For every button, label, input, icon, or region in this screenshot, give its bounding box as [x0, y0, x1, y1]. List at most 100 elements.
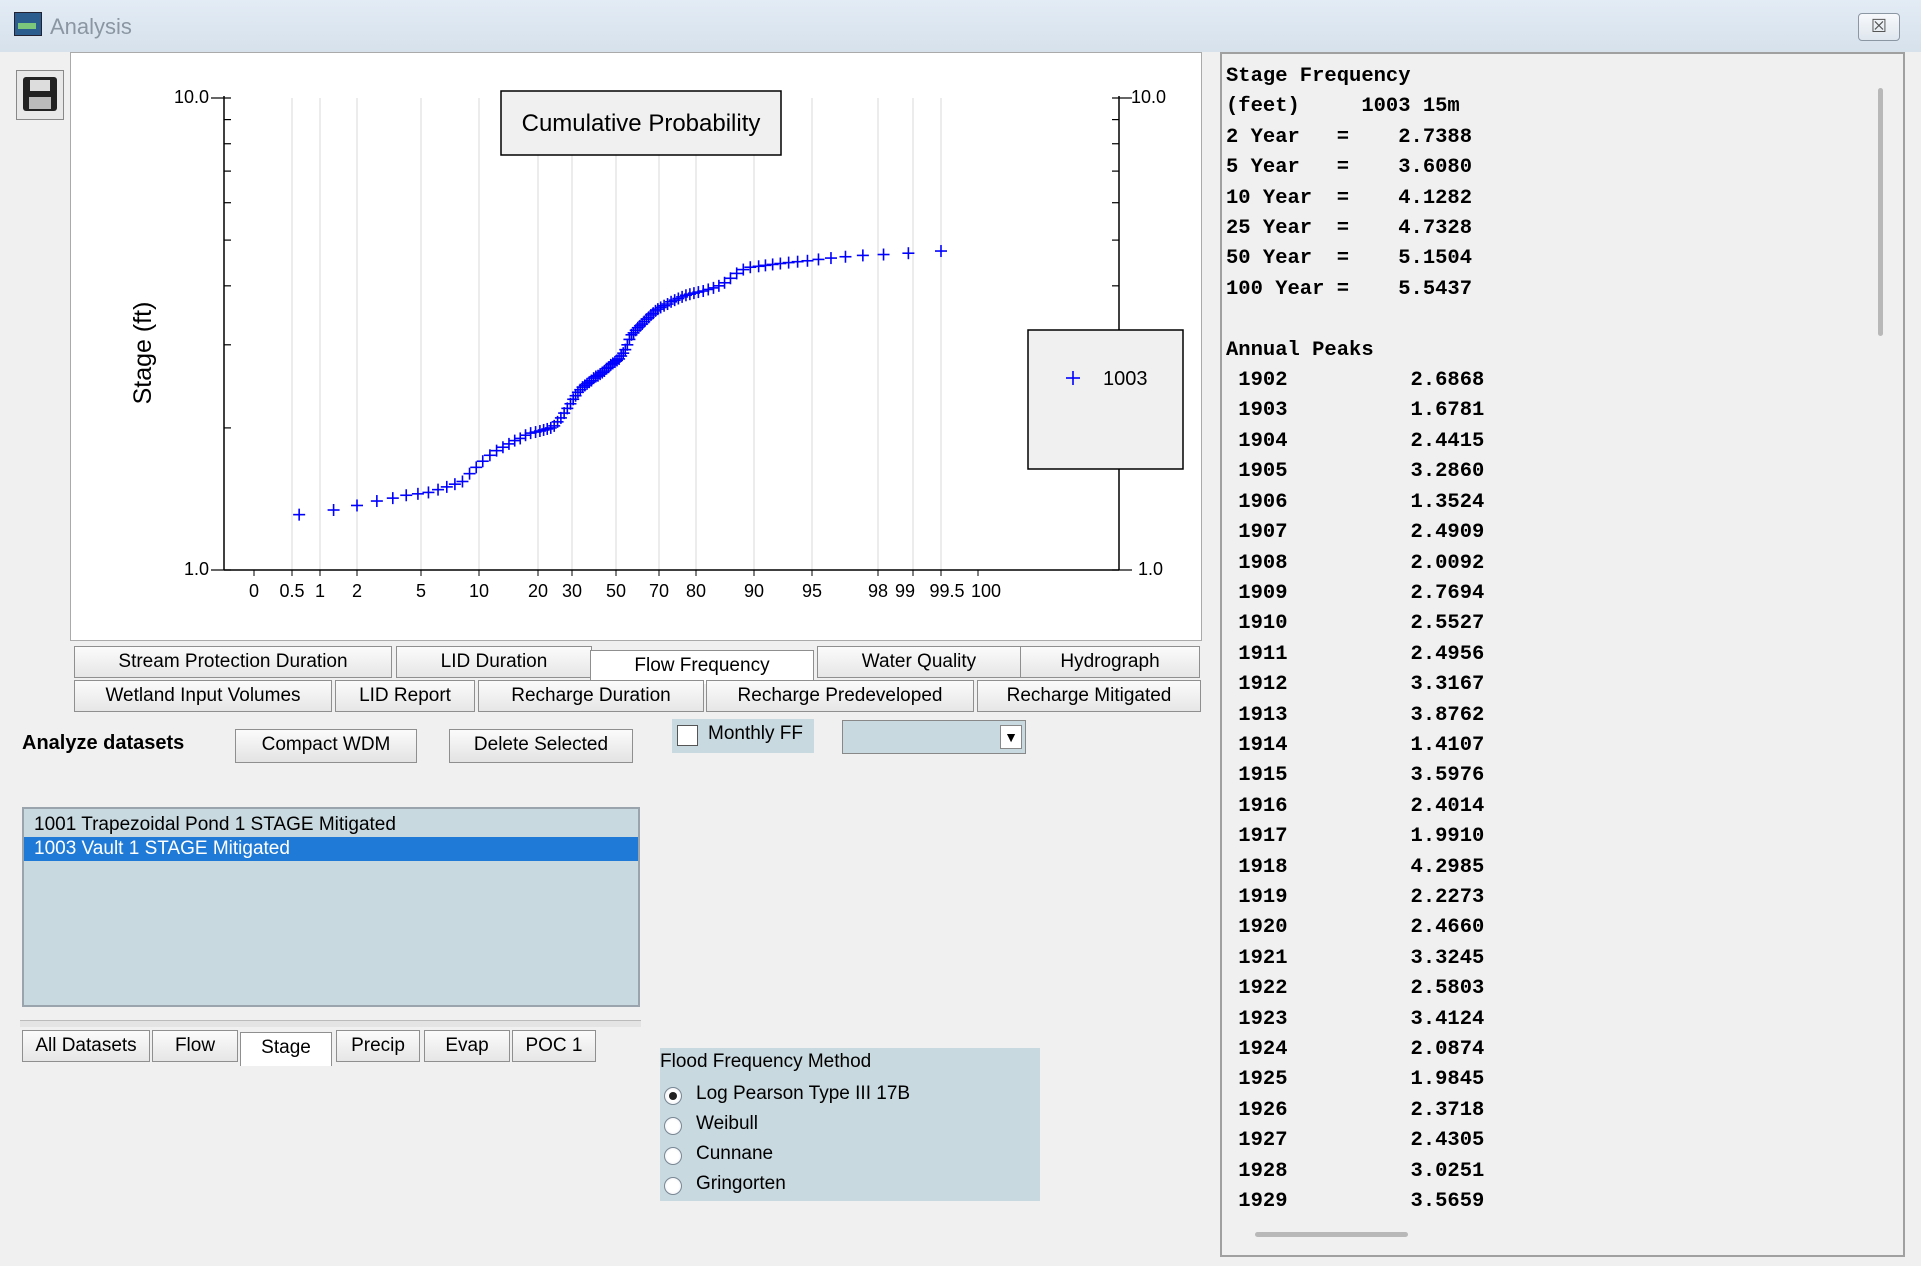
data-point [448, 478, 461, 491]
report-peak-row: 1903 1.6781 [1226, 399, 1485, 423]
monthly-ff-checkbox-area[interactable]: Monthly FF [672, 719, 814, 753]
tab-lid-duration[interactable]: LID Duration [396, 646, 592, 678]
flood-frequency-method-title: Flood Frequency Method [660, 1051, 872, 1072]
report-peak-row: 1915 3.5976 [1226, 764, 1485, 788]
report-peak-row: 1925 1.9845 [1226, 1068, 1485, 1092]
data-point [621, 338, 634, 351]
monthly-ff-checkbox[interactable] [677, 725, 698, 746]
data-point [766, 258, 779, 271]
report-peak-row: 1924 2.0874 [1226, 1038, 1485, 1061]
data-point [370, 495, 383, 508]
dataset-tab-all-datasets[interactable]: All Datasets [22, 1030, 150, 1062]
report-peak-row: 1913 3.8762 [1226, 703, 1485, 727]
x-tick-label: 2 [352, 581, 362, 601]
x-tick-label: 0.5 [279, 581, 304, 601]
chart-title: Cumulative Probability [522, 110, 761, 137]
data-point [524, 427, 537, 440]
report-peak-row: 1928 3.0251 [1226, 1159, 1485, 1183]
x-tick-label: 1 [315, 581, 325, 601]
monthly-ff-label: Monthly FF [708, 723, 804, 744]
report-peak-row: 1906 1.3524 [1226, 490, 1485, 514]
analyze-datasets-label: Analyze datasets [22, 732, 185, 754]
x-tick-label: 80 [686, 581, 706, 601]
horizontal-scrollbar-thumb[interactable] [1255, 1232, 1408, 1237]
data-point [502, 437, 515, 450]
chevron-down-icon[interactable]: ▼ [1000, 725, 1022, 749]
compact-wdm-button[interactable]: Compact WDM [235, 729, 417, 763]
data-point [476, 455, 489, 468]
y-tick-label-bottom-left: 1.0 [184, 559, 209, 579]
dataset-list-item[interactable]: 1001 Trapezoidal Pond 1 STAGE Mitigated [34, 814, 396, 835]
data-point [824, 252, 837, 265]
report-peak-row: 1908 2.0092 [1226, 551, 1485, 575]
legend-label: 1003 [1103, 368, 1148, 390]
data-point [902, 247, 915, 260]
report-peak-row: 1910 2.5527 [1226, 612, 1485, 636]
data-point [712, 279, 725, 292]
report-text: Stage Frequency (feet) 1003 15m 2 Year = 2… [1226, 62, 1484, 1217]
report-peak-row: 1926 2.3718 [1226, 1098, 1485, 1122]
delete-selected-button[interactable]: Delete Selected [449, 729, 633, 763]
data-point [432, 483, 445, 496]
data-point [812, 253, 825, 266]
data-point [422, 486, 435, 499]
report-panel[interactable]: Stage Frequency (feet) 1003 15m 2 Year = 2… [1220, 52, 1905, 1257]
dataset-tab-evap[interactable]: Evap [424, 1030, 510, 1062]
vertical-scrollbar-thumb[interactable] [1878, 88, 1883, 336]
data-point [483, 449, 496, 462]
data-point [490, 444, 503, 457]
month-select[interactable]: ▼ [842, 720, 1026, 754]
dataset-tab-poc-1[interactable]: POC 1 [512, 1030, 596, 1062]
dataset-list-item[interactable]: 1003 Vault 1 STAGE Mitigated [24, 837, 638, 861]
radio-weibull[interactable] [664, 1117, 682, 1135]
tab-wetland-input-volumes[interactable]: Wetland Input Volumes [74, 680, 332, 712]
data-point [707, 281, 720, 294]
dataset-tab-stage[interactable]: Stage [240, 1032, 332, 1066]
tab-water-quality[interactable]: Water Quality [817, 646, 1021, 678]
x-tick-label: 70 [649, 581, 669, 601]
tab-recharge-mitigated[interactable]: Recharge Mitigated [977, 680, 1201, 712]
data-point [508, 434, 521, 447]
data-point [839, 250, 852, 263]
tab-lid-report[interactable]: LID Report [335, 680, 475, 712]
radio-label-cunnane: Cunnane [696, 1143, 774, 1164]
report-peak-row: 1920 2.4660 [1226, 916, 1485, 940]
tab-hydrograph[interactable]: Hydrograph [1020, 646, 1200, 678]
report-header-units: (feet) 1003 15m [1226, 95, 1460, 119]
data-point [496, 441, 509, 454]
data-point [519, 429, 532, 442]
save-button[interactable] [16, 70, 64, 120]
report-peak-row: 1916 2.4014 [1226, 794, 1485, 818]
data-point [470, 461, 483, 474]
tab-recharge-duration[interactable]: Recharge Duration [478, 680, 704, 712]
radio-log-pearson-type-iii-17b[interactable] [664, 1087, 682, 1105]
x-tick-label: 90 [744, 581, 764, 601]
report-frequency-row: 100 Year = 5.5437 [1226, 277, 1473, 301]
data-point [456, 475, 469, 488]
data-point [697, 285, 710, 298]
y-axis-label: Stage (ft) [129, 302, 157, 405]
radio-gringorten[interactable] [664, 1177, 682, 1195]
report-peak-row: 1917 1.9910 [1226, 825, 1485, 849]
data-point [791, 255, 804, 268]
dataset-list[interactable]: 1001 Trapezoidal Pond 1 STAGE Mitigated 1… [22, 807, 640, 1007]
report-peak-row: 1929 3.5659 [1226, 1190, 1485, 1214]
close-button[interactable]: ☒ [1858, 13, 1900, 41]
radio-cunnane[interactable] [664, 1147, 682, 1165]
tab-flow-frequency[interactable]: Flow Frequency [590, 650, 814, 684]
x-tick-label: 5 [416, 581, 426, 601]
tab-recharge-predeveloped[interactable]: Recharge Predeveloped [706, 680, 974, 712]
report-frequency-row: 5 Year = 3.6080 [1226, 156, 1473, 180]
dataset-tab-precip[interactable]: Precip [336, 1030, 420, 1062]
report-peak-row: 1905 3.2860 [1226, 460, 1485, 484]
app-icon [14, 12, 42, 36]
report-header-title: Stage Frequency [1226, 65, 1411, 88]
report-frequency-row: 2 Year = 2.7388 [1226, 125, 1473, 149]
chart-panel: 0 0.5 1 2 5 10 20 30 50 70 80 90 95 98 99 99.5 100 10.0 … [70, 52, 1202, 641]
report-peak-row: 1909 2.7694 [1226, 581, 1485, 605]
legend-marker [1066, 371, 1080, 385]
radio-label-log-pearson-type-iii-17b: Log Pearson Type III 17B [696, 1083, 911, 1104]
tab-stream-protection-duration[interactable]: Stream Protection Duration [74, 646, 392, 678]
report-peak-row: 1927 2.4305 [1226, 1129, 1485, 1153]
dataset-tab-flow[interactable]: Flow [152, 1030, 238, 1062]
